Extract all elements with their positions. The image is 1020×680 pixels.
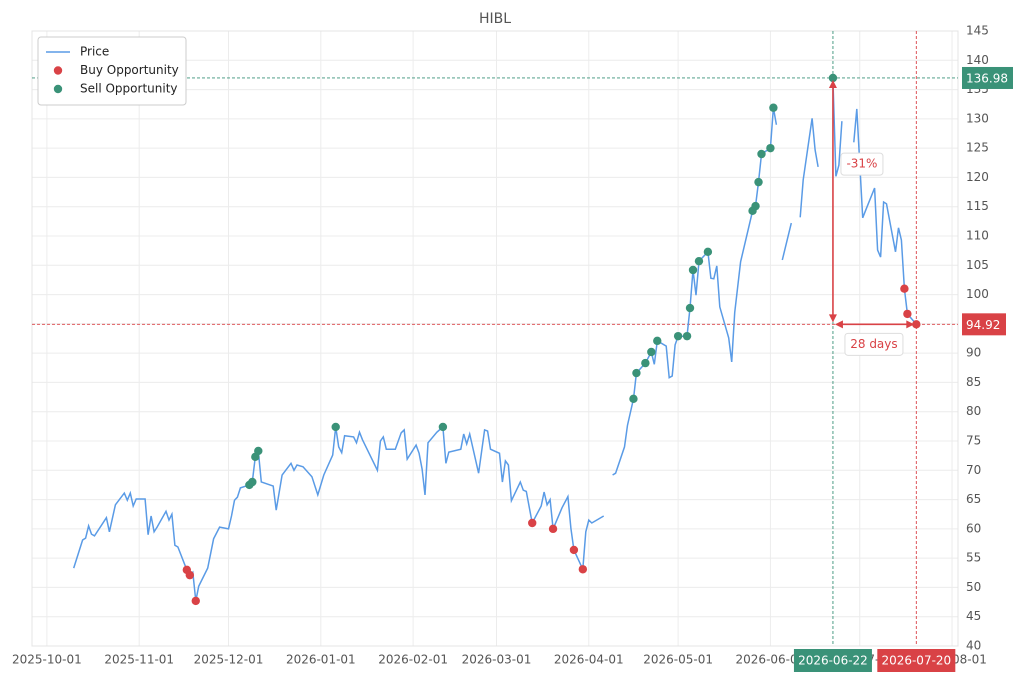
signal-dot [694, 256, 704, 266]
annotation: -31% [846, 157, 877, 171]
signal-dot [828, 73, 838, 83]
signal-dot [688, 265, 698, 275]
y-tick-label: 125 [966, 141, 989, 155]
legend-label: Buy Opportunity [80, 63, 179, 77]
signal-dot [751, 201, 760, 211]
signal-dot [682, 331, 692, 341]
signal-dot [569, 545, 579, 555]
y-tick-label: 80 [966, 404, 981, 418]
x-tick-label: 2025-11-01 [104, 653, 174, 667]
chart-title: HIBL [479, 11, 511, 27]
y-tick-label: 90 [966, 346, 981, 360]
value-badge-label: 94.92 [966, 318, 1000, 332]
annotation-box [844, 332, 904, 356]
arrow-head [828, 314, 837, 323]
signal-dot [673, 331, 683, 341]
signal-dot [578, 565, 588, 574]
signal-dot [641, 358, 650, 368]
signal-dot [754, 177, 763, 187]
signal-dot [766, 143, 775, 153]
signal-dot [703, 247, 713, 257]
x-tick-label: 2025-10-01 [12, 653, 82, 667]
x-tick-label: 2026-03-01 [462, 653, 532, 667]
signal-dot [528, 518, 537, 528]
y-tick-label: 65 [966, 492, 981, 506]
y-tick-label: 85 [966, 375, 981, 389]
legend-box [37, 36, 187, 106]
y-tick-label: 50 [966, 580, 981, 594]
y-tick-label: 110 [966, 229, 989, 243]
x-tick-label: 2025-12-01 [194, 653, 264, 667]
signal-dot [647, 347, 656, 357]
date-badge [793, 649, 872, 672]
arrow-head [906, 320, 915, 329]
annotation: 28 days [850, 337, 897, 351]
signal-dot [185, 570, 195, 580]
y-tick-label: 140 [966, 53, 989, 67]
x-tick-label: 2026-01-01 [286, 653, 356, 667]
annotation-box [840, 152, 884, 176]
y-tick-label: 45 [966, 609, 981, 623]
value-badge [962, 313, 1006, 336]
y-tick-label: 105 [966, 258, 989, 272]
x-tick-label: 2026-05-01 [643, 653, 713, 667]
signal-dot [900, 284, 909, 293]
date-badge [877, 649, 956, 672]
signal-dot [903, 309, 912, 319]
signal-dot [254, 446, 263, 456]
signal-dot [331, 422, 340, 432]
signal-dot [769, 103, 778, 112]
legend-label: Price [80, 45, 109, 59]
legend-swatch [53, 66, 63, 75]
y-tick-label: 55 [966, 551, 981, 565]
arrow-head [828, 79, 837, 88]
x-tick-label: 2026-04-01 [554, 653, 624, 667]
y-tick-label: 100 [966, 287, 989, 301]
signal-dot [685, 303, 695, 313]
signal-dot [629, 394, 638, 404]
signal-dot [653, 336, 662, 346]
signal-dot [912, 320, 921, 329]
y-tick-label: 70 [966, 463, 981, 477]
legend-label: Sell Opportunity [80, 82, 178, 96]
y-tick-label: 115 [966, 199, 989, 213]
legend-swatch [53, 84, 63, 94]
y-tick-label: 60 [966, 521, 981, 535]
x-tick-label: 2026-06-01 [736, 653, 806, 667]
value-badge-label: 136.98 [966, 71, 1008, 85]
signal-dot [632, 368, 641, 378]
signal-dot [191, 596, 200, 606]
signal-dot [438, 422, 448, 432]
signal-dot [757, 149, 766, 159]
price-line [72, 77, 917, 602]
y-tick-label: 145 [966, 24, 989, 38]
signal-dot [248, 477, 257, 487]
signal-dot [548, 524, 558, 534]
y-tick-label: 75 [966, 434, 981, 448]
date-badge-label: 2026-07-20 [881, 654, 951, 668]
x-tick-label: 2026-02-01 [378, 653, 448, 667]
y-tick-label: 130 [966, 111, 989, 125]
date-badge-label: 2026-06-22 [798, 654, 868, 668]
value-badge [962, 66, 1013, 89]
arrow-head [834, 320, 843, 329]
plot-frame [31, 30, 959, 647]
y-tick-label: 40 [966, 639, 981, 653]
y-tick-label: 120 [966, 170, 989, 184]
